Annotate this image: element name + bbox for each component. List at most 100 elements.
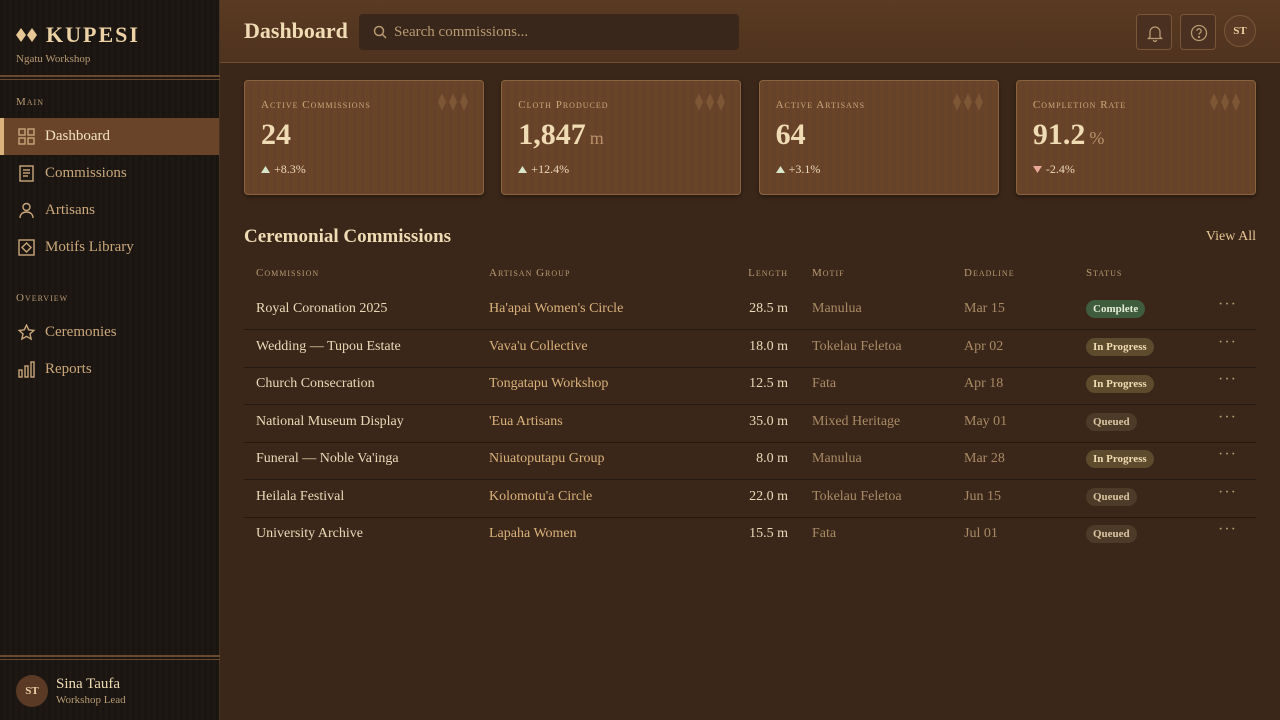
table-cell: Mixed Heritage — [812, 413, 901, 429]
stat-card: Active Commissions 24 +8.3% — [244, 80, 484, 195]
nav-item[interactable]: Motifs Library — [0, 229, 219, 266]
divider — [0, 655, 220, 660]
nav-item[interactable]: Dashboard — [0, 118, 219, 155]
nav-item[interactable]: Ceremonies — [0, 314, 219, 351]
status-badge: In Progress — [1086, 450, 1154, 468]
nav-icon — [18, 324, 36, 341]
table-cell: Church Consecration — [256, 376, 375, 391]
row-divider — [244, 404, 1256, 405]
table-cell: National Museum Display — [256, 413, 404, 429]
help-icon — [1190, 24, 1208, 42]
notifications-button[interactable] — [1136, 14, 1172, 50]
row-menu[interactable]: ··· — [1218, 333, 1237, 351]
nav-section-title: Overview — [16, 292, 69, 304]
status-badge: Complete — [1086, 300, 1146, 318]
divider — [0, 75, 220, 80]
trend-arrow — [518, 166, 528, 173]
nav-label: Motifs Library — [45, 239, 134, 255]
table-cell: University Archive — [256, 526, 363, 541]
table-cell: Manulua — [812, 301, 862, 316]
row-menu[interactable]: ··· — [1218, 483, 1237, 501]
table-cell: 12.5 m — [749, 376, 788, 391]
table-cell: Mar 28 — [964, 451, 1005, 466]
table-cell: Wedding — Tupou Estate — [256, 338, 401, 354]
bell-icon — [1146, 26, 1164, 43]
table-cell: May 01 — [964, 413, 1008, 429]
column-header: Motif — [812, 267, 845, 279]
nav-label: Commissions — [45, 165, 127, 181]
stat-value: 91.2% — [1032, 118, 1105, 151]
table-cell: 15.5 m — [749, 526, 788, 541]
table-cell: 18.0 m — [749, 338, 788, 354]
view-all-link[interactable]: View All — [1205, 229, 1256, 244]
nav-icon — [18, 128, 35, 145]
table-cell: Kolomotu'a Circle — [489, 488, 593, 504]
table-cell: Vava'u Collective — [489, 338, 588, 354]
row-menu[interactable]: ··· — [1218, 371, 1237, 388]
nav-item[interactable]: Reports — [0, 351, 219, 388]
row-divider — [244, 441, 1256, 443]
status-badge: In Progress — [1086, 375, 1154, 393]
stat-value: 64 — [775, 118, 806, 151]
sidebar: KUPESI Ngatu Workshop Main Dashboard Commiss… — [0, 0, 220, 720]
table-cell: 'Eua Artisans — [489, 413, 563, 429]
search-icon — [373, 25, 387, 39]
table-title: Ceremonial Commissions — [244, 226, 452, 247]
stat-card: Active Artisans 64 +3.1% — [758, 80, 999, 195]
row-menu[interactable]: ··· — [1218, 521, 1237, 538]
table-cell: 22.0 m — [749, 488, 788, 504]
stat-change-text: -2.4% — [1045, 162, 1075, 176]
column-header: Artisan Group — [489, 267, 571, 279]
column-header: Length — [748, 267, 788, 279]
row-menu[interactable]: ··· — [1218, 446, 1237, 463]
table-cell: Royal Coronation 2025 — [256, 301, 388, 316]
search-box[interactable]: Search commissions... — [359, 14, 739, 50]
row-menu[interactable]: ··· — [1218, 408, 1237, 426]
nav-icon — [18, 239, 35, 256]
stat-value: 1,847 m — [518, 118, 604, 151]
row-menu[interactable]: ··· — [1218, 296, 1237, 313]
help-button[interactable] — [1180, 14, 1216, 50]
table-cell: Apr 02 — [964, 338, 1004, 354]
status-badge: Queued — [1086, 487, 1137, 506]
stat-unit: m — [589, 128, 604, 148]
nav-icon — [18, 361, 35, 378]
table-cell: 35.0 m — [749, 413, 788, 429]
table-cell: Mar 15 — [964, 301, 1005, 316]
stat-label: Active Artisans — [775, 99, 866, 111]
trend-arrow — [775, 166, 785, 173]
table-cell: Fata — [812, 526, 837, 541]
column-header: Commission — [256, 267, 320, 279]
nav-item[interactable]: Artisans — [0, 192, 219, 229]
stat-value: 24 — [261, 118, 291, 151]
user-name: Sina Taufa — [56, 676, 121, 692]
table-cell: 28.5 m — [749, 301, 788, 316]
nav-icon — [19, 165, 34, 182]
status-badge: Queued — [1086, 412, 1137, 431]
table-cell: Tokelau Feletoa — [812, 338, 902, 354]
brand: KUPESI — [16, 22, 140, 48]
user-avatar: ST — [16, 675, 48, 707]
table-cell: Lapaha Women — [489, 526, 577, 541]
table-cell: Heilala Festival — [256, 488, 345, 504]
card-motif — [695, 93, 726, 111]
column-header: Deadline — [964, 267, 1015, 279]
user-avatar[interactable]: ST — [1224, 15, 1256, 47]
nav-item[interactable]: Commissions — [0, 155, 219, 192]
table-cell: Niuatoputapu Group — [489, 451, 605, 466]
table-cell: Funeral — Noble Va'inga — [256, 451, 399, 466]
table-cell: Jun 15 — [964, 488, 1001, 504]
status-badge: In Progress — [1086, 337, 1154, 356]
stat-label: Completion Rate — [1032, 99, 1127, 111]
stat-label: Cloth Produced — [518, 99, 609, 111]
card-motif — [438, 93, 468, 111]
nav-label: Reports — [45, 361, 92, 377]
status-badge: Queued — [1086, 525, 1137, 543]
stat-card: Completion Rate 91.2% -2.4% — [1015, 80, 1256, 195]
table-cell: 8.0 m — [756, 451, 788, 466]
column-header: Status — [1086, 267, 1123, 279]
nav-section-title: Main — [16, 96, 44, 108]
page-title: Dashboard — [244, 18, 348, 43]
stat-change: -2.4% — [1032, 162, 1075, 177]
